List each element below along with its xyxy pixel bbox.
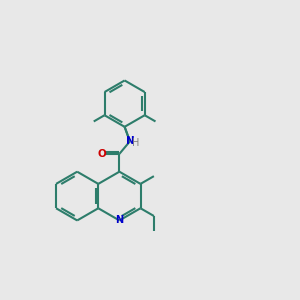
Text: H: H bbox=[132, 138, 140, 148]
Text: N: N bbox=[115, 215, 124, 225]
Text: O: O bbox=[98, 149, 106, 159]
Text: N: N bbox=[125, 136, 134, 146]
